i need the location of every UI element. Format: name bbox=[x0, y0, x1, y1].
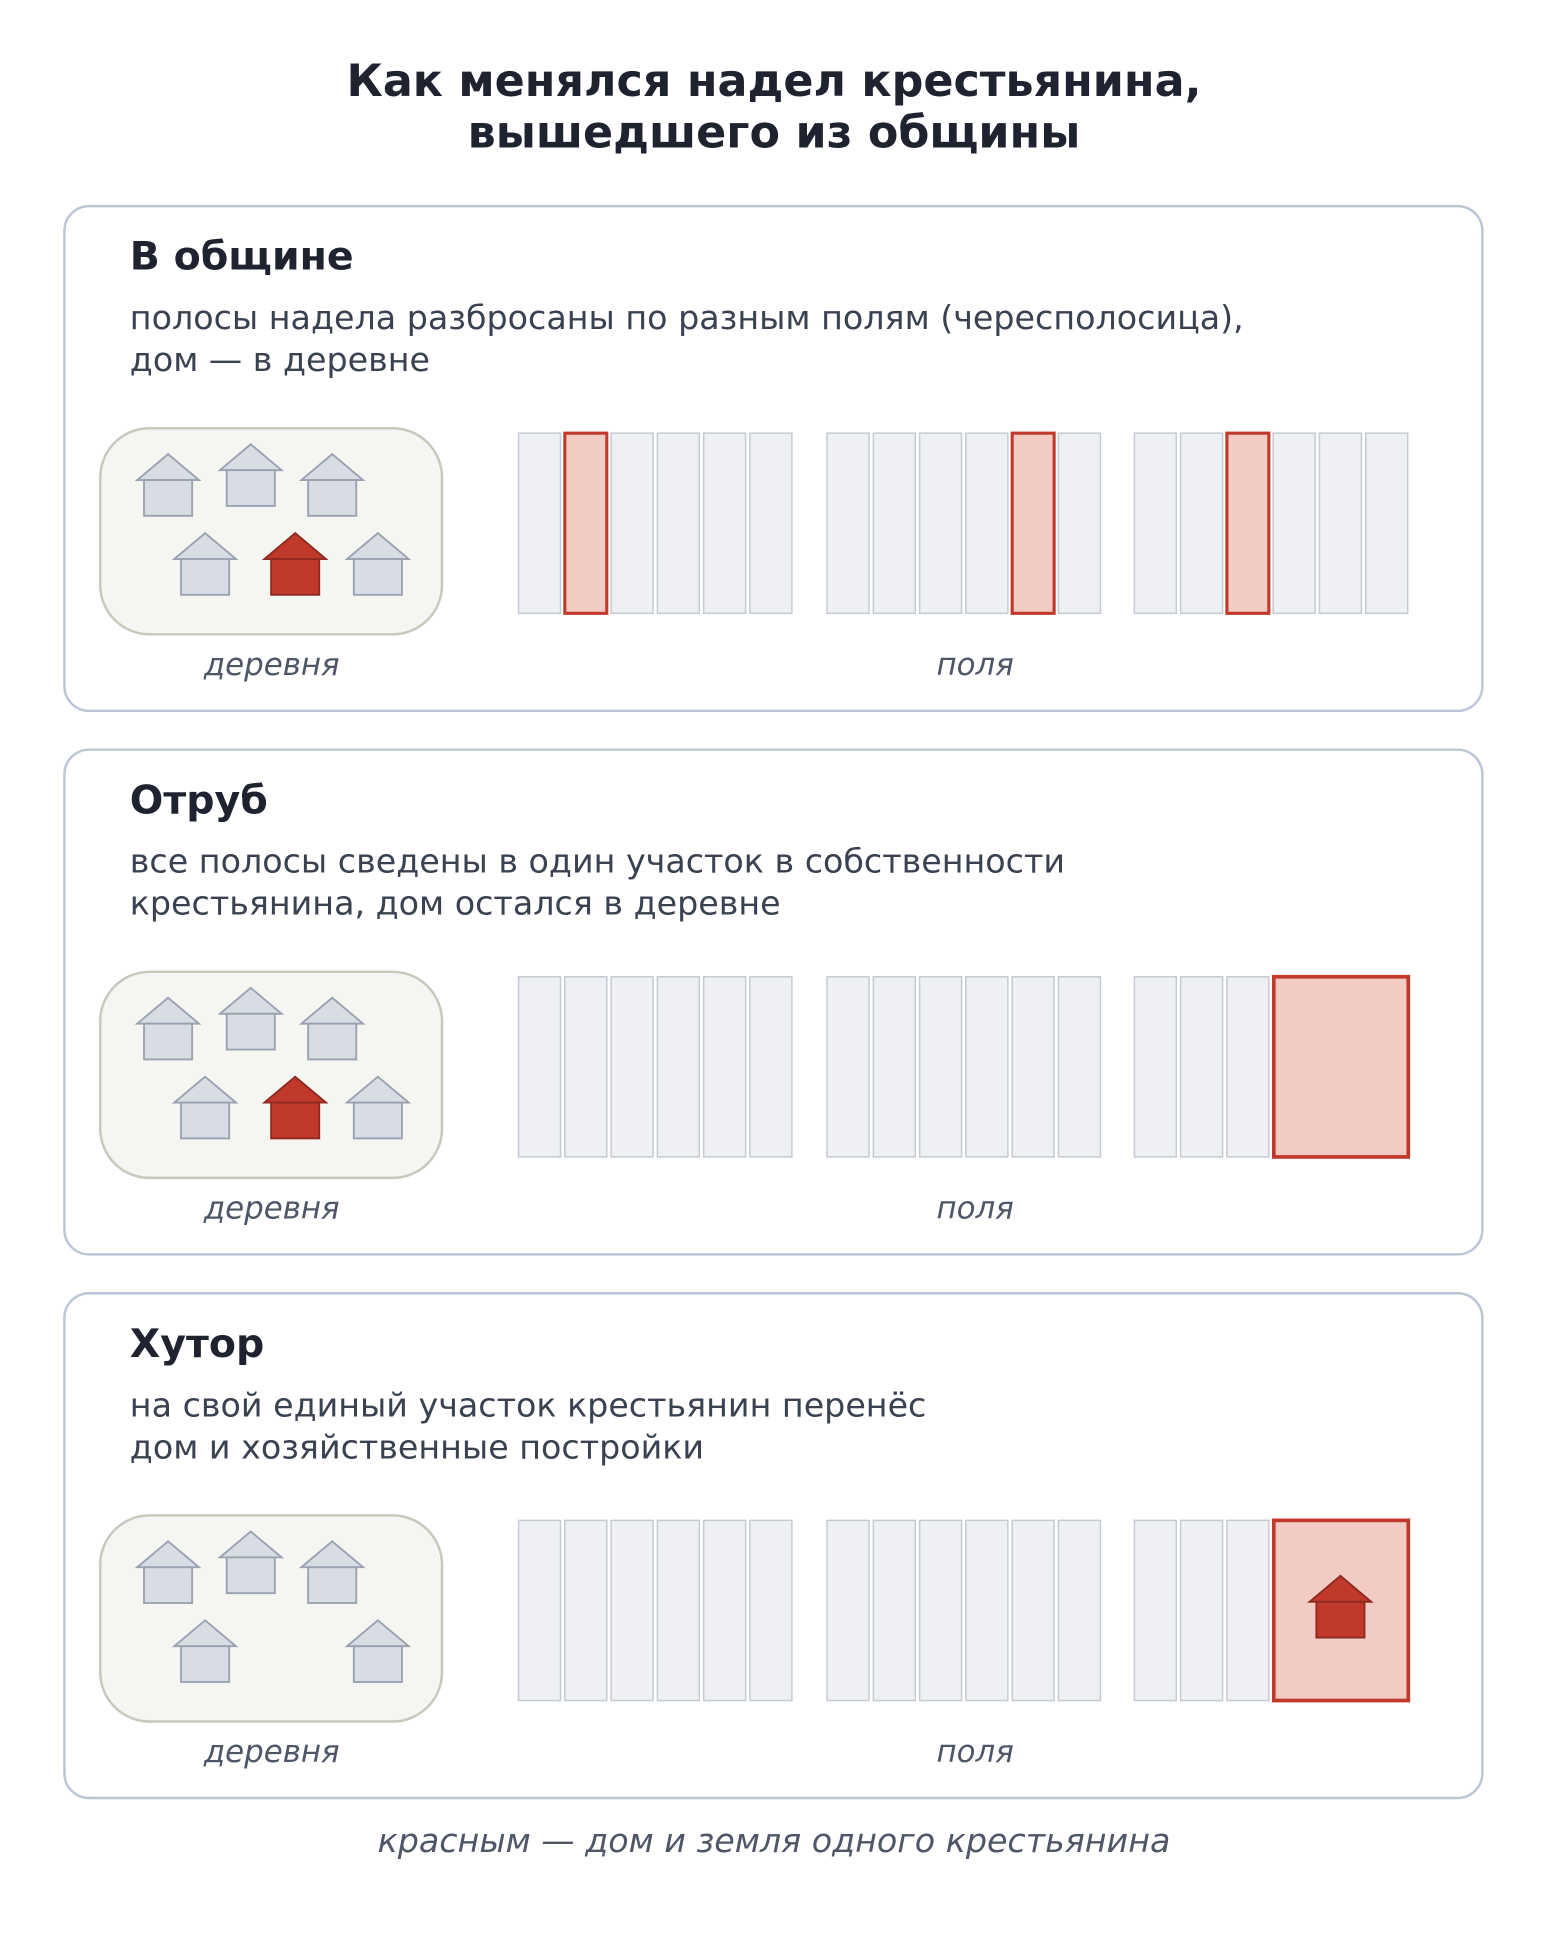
house-body bbox=[225, 469, 276, 507]
own-strip bbox=[563, 431, 609, 615]
own-strip bbox=[1010, 431, 1056, 615]
village-label: деревня bbox=[203, 647, 340, 683]
field-strip bbox=[656, 1519, 701, 1702]
panel-description: дом — в деревне bbox=[130, 340, 430, 379]
house-body bbox=[352, 1101, 403, 1140]
village bbox=[98, 970, 444, 1180]
field-strip bbox=[872, 432, 917, 615]
panel: Отруб все полосы сведены в один участок в… bbox=[63, 748, 1484, 1256]
field-strip bbox=[702, 1519, 747, 1702]
house-body bbox=[180, 558, 231, 596]
field-strip bbox=[826, 432, 870, 615]
field-strip bbox=[872, 1519, 917, 1702]
fields-label: поля bbox=[936, 1734, 1013, 1770]
field-strip bbox=[918, 432, 963, 615]
panel-heading: Хутор bbox=[130, 1321, 264, 1367]
field-strip bbox=[918, 1519, 963, 1702]
house-body bbox=[225, 1012, 276, 1051]
field-strip bbox=[1226, 1519, 1270, 1702]
field-strip bbox=[1179, 976, 1224, 1158]
field-strip bbox=[965, 976, 1009, 1158]
fields-label: поля bbox=[936, 647, 1013, 683]
title: Как менялся надел крестьянина, bbox=[347, 56, 1202, 107]
field-strip bbox=[749, 432, 793, 615]
village bbox=[98, 426, 444, 636]
village-label: деревня bbox=[203, 1190, 340, 1226]
field-strip bbox=[1011, 976, 1055, 1158]
field-strip bbox=[1226, 976, 1270, 1158]
field-strip bbox=[702, 976, 747, 1158]
field-strip bbox=[1179, 432, 1224, 615]
field-strip bbox=[918, 976, 963, 1158]
field-strip bbox=[656, 432, 701, 615]
panel-description: на свой единый участок крестьянин перенё… bbox=[130, 1385, 927, 1424]
field-strip bbox=[1272, 432, 1316, 615]
field-strip bbox=[517, 976, 562, 1158]
house-body bbox=[143, 1022, 194, 1061]
field-strip bbox=[872, 976, 917, 1158]
village-label: деревня bbox=[203, 1734, 340, 1770]
field-strip bbox=[1011, 1519, 1055, 1702]
house-body bbox=[143, 479, 194, 517]
field-strip bbox=[564, 1519, 608, 1702]
house-body bbox=[270, 558, 321, 596]
field-strip bbox=[517, 1519, 562, 1702]
house-body bbox=[180, 1645, 231, 1683]
panel-description: дом и хозяйственные постройки bbox=[130, 1427, 704, 1466]
field-strip bbox=[1364, 432, 1409, 615]
panel-description: крестьянина, дом остался в деревне bbox=[130, 884, 781, 923]
field-strip bbox=[749, 1519, 793, 1702]
field-strip bbox=[965, 432, 1009, 615]
field-strip bbox=[1179, 1519, 1224, 1702]
field-strip bbox=[610, 1519, 654, 1702]
house-body bbox=[352, 1645, 403, 1683]
house-body bbox=[270, 1101, 321, 1140]
field-strip bbox=[610, 432, 654, 615]
field-strip bbox=[826, 976, 870, 1158]
panel: В общине полосы надела разбросаны по разн… bbox=[63, 204, 1484, 713]
field-strip bbox=[965, 1519, 1009, 1702]
field-strip bbox=[1057, 1519, 1102, 1702]
fields-label: поля bbox=[936, 1190, 1013, 1226]
village bbox=[98, 1514, 444, 1723]
house-body bbox=[225, 1556, 276, 1595]
panel-description: полосы надела разбросаны по разным полям… bbox=[130, 298, 1244, 337]
field-strip bbox=[1318, 432, 1363, 615]
panel: Хутор на свой единый участок крестьянин п… bbox=[63, 1292, 1484, 1800]
field-strip bbox=[1133, 432, 1178, 615]
field-strip bbox=[517, 432, 562, 615]
field-strip bbox=[610, 976, 654, 1158]
field-strip bbox=[1133, 1519, 1178, 1702]
title: вышедшего из общины bbox=[468, 108, 1081, 159]
footnote: красным — дом и земля одного крестьянина bbox=[378, 1821, 1171, 1860]
house-body bbox=[143, 1566, 194, 1604]
panel-heading: Отруб bbox=[130, 777, 268, 823]
house-body bbox=[1315, 1600, 1366, 1639]
field-strip bbox=[1057, 432, 1102, 615]
field-strip bbox=[1133, 976, 1178, 1158]
house-body bbox=[307, 479, 358, 517]
house-body bbox=[180, 1101, 231, 1140]
own-strip bbox=[1225, 431, 1271, 615]
field-strip bbox=[1057, 976, 1102, 1158]
field-strip bbox=[702, 432, 747, 615]
field-strip bbox=[564, 976, 608, 1158]
panel-heading: В общине bbox=[130, 234, 354, 280]
field-strip bbox=[749, 976, 793, 1158]
house-body bbox=[307, 1566, 358, 1604]
field-strip bbox=[826, 1519, 870, 1702]
own-plot bbox=[1271, 974, 1411, 1159]
house-body bbox=[307, 1022, 358, 1061]
field-strip bbox=[656, 976, 701, 1158]
house-body bbox=[352, 558, 403, 596]
panel-description: все полосы сведены в один участок в собс… bbox=[130, 842, 1065, 881]
